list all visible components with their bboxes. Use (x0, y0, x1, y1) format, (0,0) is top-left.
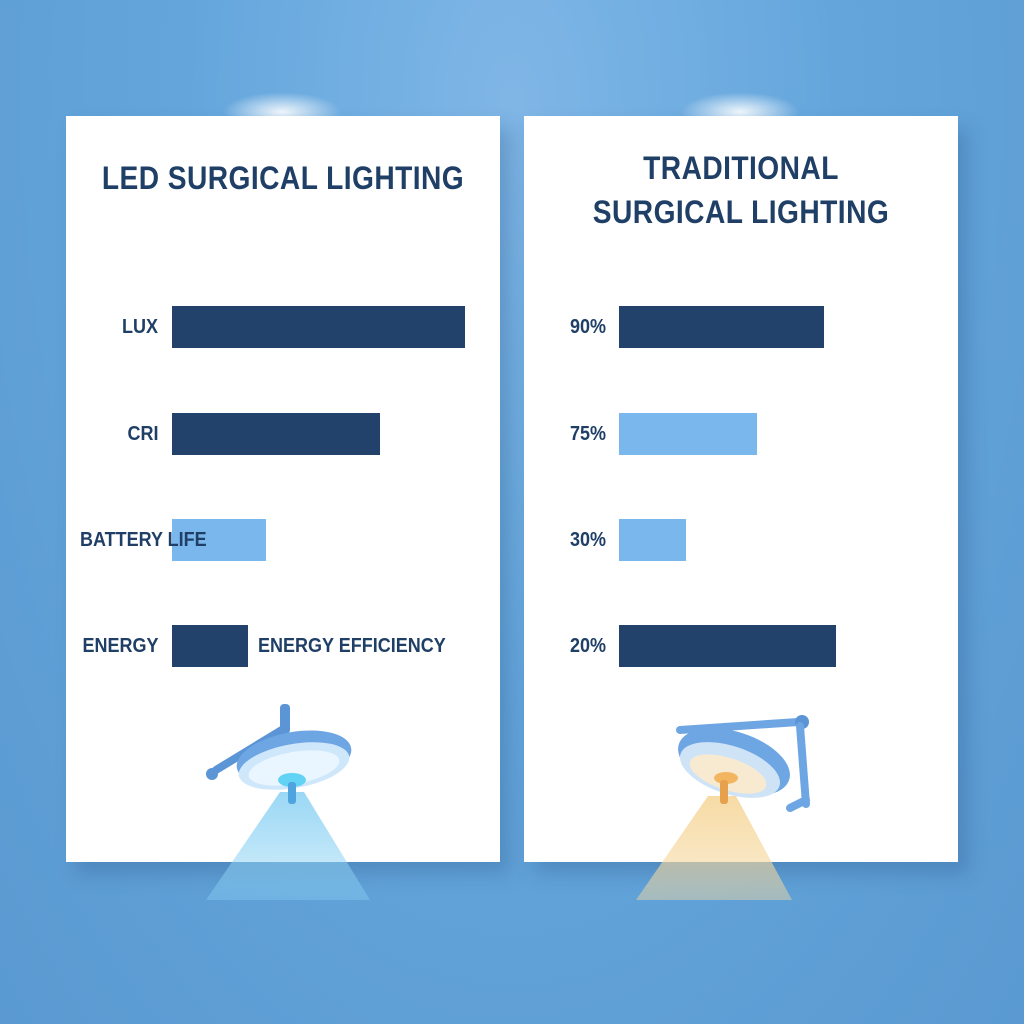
traditional-bar (619, 306, 825, 348)
traditional-chart-title-line-2: SURGICAL LIGHTING (592, 194, 890, 230)
led-category-label: LUX (122, 316, 158, 338)
led-chart-title: LED SURGICAL LIGHTING (101, 160, 465, 196)
led-surgical-lamp-icon (206, 704, 370, 900)
led-bar (172, 519, 266, 561)
led-category-label: CRI (126, 423, 158, 445)
led-bar (172, 625, 249, 667)
led-category-label: ENERGY (81, 635, 158, 657)
traditional-bar (619, 413, 757, 455)
traditional-bar (619, 625, 836, 667)
traditional-bar (619, 519, 687, 561)
traditional-surgical-lamp-icon (636, 715, 810, 900)
traditional-category-label: 90% (569, 316, 606, 338)
traditional-chart-title-line-1: TRADITIONAL (643, 150, 839, 186)
traditional-category-label: 20% (569, 635, 606, 657)
led-bar-annotation: ENERGY EFFICIENCY (258, 635, 446, 657)
traditional-category-label: 30% (569, 529, 606, 551)
led-bar (172, 413, 381, 455)
traditional-category-label: 75% (569, 423, 606, 445)
led-category-label: BATTERY LIFE (80, 529, 207, 551)
led-bar (172, 306, 465, 348)
